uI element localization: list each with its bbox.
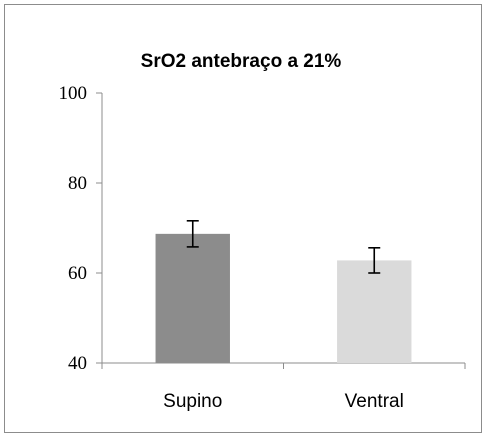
chart-title: SrO2 antebraço a 21% <box>141 51 342 72</box>
chart-bars <box>155 233 412 363</box>
y-tick-label: 60 <box>68 263 87 284</box>
y-tick-labels: 40 60 80 100 <box>59 83 88 374</box>
y-tick-label: 80 <box>68 173 87 194</box>
x-tick-label: Ventral <box>345 391 404 412</box>
x-tick-label: Supino <box>163 391 222 412</box>
y-tick-label: 100 <box>59 83 88 104</box>
y-tick-label: 40 <box>68 353 87 374</box>
x-tick-labels: Supino Ventral <box>163 391 404 412</box>
bar-ventral <box>337 260 412 363</box>
chart-error-bars <box>186 220 381 274</box>
bar-supino <box>155 233 230 363</box>
